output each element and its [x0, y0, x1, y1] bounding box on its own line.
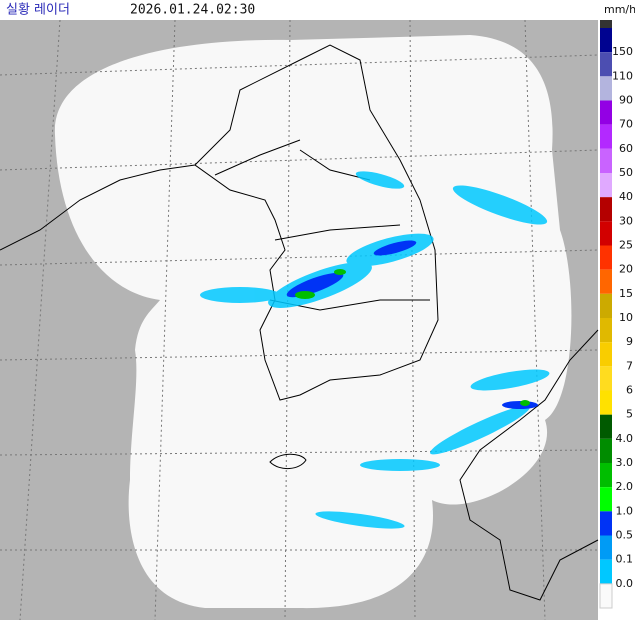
- legend-label: 15: [619, 287, 633, 300]
- title: 실황 레이더: [6, 3, 70, 18]
- legend-label: 20: [619, 263, 633, 276]
- legend-swatch: [600, 487, 612, 512]
- legend-label: 30: [619, 214, 633, 227]
- legend-label: 110: [612, 69, 633, 82]
- legend-label: 25: [619, 239, 633, 252]
- legend-swatch: [600, 414, 612, 439]
- legend-label: 3.0: [616, 456, 634, 469]
- legend-swatch: [600, 318, 612, 343]
- legend-swatch: [600, 52, 612, 77]
- legend-label: 70: [619, 118, 633, 131]
- legend-swatch: [600, 511, 612, 536]
- legend-top: [600, 20, 612, 28]
- legend-swatch: [600, 173, 612, 198]
- legend-label: 60: [619, 142, 633, 155]
- legend-swatch: [600, 438, 612, 463]
- legend-label: 5: [626, 408, 633, 421]
- legend-swatch: [600, 293, 612, 318]
- radar-echo-heavy: [295, 269, 530, 406]
- legend-swatch: [600, 535, 612, 560]
- legend-swatch: [600, 76, 612, 101]
- legend-label: 7: [626, 359, 633, 372]
- legend-label: 4.0: [616, 432, 634, 445]
- legend-swatch: [600, 463, 612, 488]
- radar-coverage: [54, 35, 572, 609]
- legend-label: 0.5: [616, 529, 634, 542]
- legend-label: 1.0: [616, 504, 634, 517]
- legend-label: 6: [626, 384, 633, 397]
- legend-swatch: [600, 28, 612, 53]
- coastline: [0, 44, 599, 601]
- legend-swatch: [600, 197, 612, 222]
- legend-label: 150: [612, 45, 633, 58]
- legend-swatch: [600, 245, 612, 270]
- legend-label: 40: [619, 190, 633, 203]
- legend-swatch: [600, 100, 612, 125]
- legend-label: 9: [626, 335, 633, 348]
- legend-label: 50: [619, 166, 633, 179]
- legend-label: 90: [619, 94, 633, 107]
- legend-swatch: [600, 124, 612, 149]
- legend-swatch: [600, 366, 612, 391]
- legend-label: 0.0: [616, 577, 634, 590]
- map: [0, 19, 599, 621]
- legend-bottom: [599, 583, 613, 609]
- legend: 150 110 90 70 60 50 40 30 25 20 15 10 9 7 6 5 4.0 3.0 2.0 1…: [599, 20, 634, 609]
- legend-swatch: [600, 269, 612, 294]
- legend-swatch: [600, 559, 612, 584]
- legend-swatch: [600, 221, 612, 246]
- legend-swatch: [600, 390, 612, 415]
- legend-label: 0.1: [616, 553, 634, 566]
- legend-swatch: [600, 148, 612, 173]
- timestamp: 2026.01.24.02:30: [130, 3, 255, 18]
- legend-label: 2.0: [616, 480, 634, 493]
- legend-swatch: [600, 342, 612, 367]
- legend-unit: mm/h: [604, 3, 635, 16]
- grid: [0, 19, 599, 621]
- legend-label: 10: [619, 311, 633, 324]
